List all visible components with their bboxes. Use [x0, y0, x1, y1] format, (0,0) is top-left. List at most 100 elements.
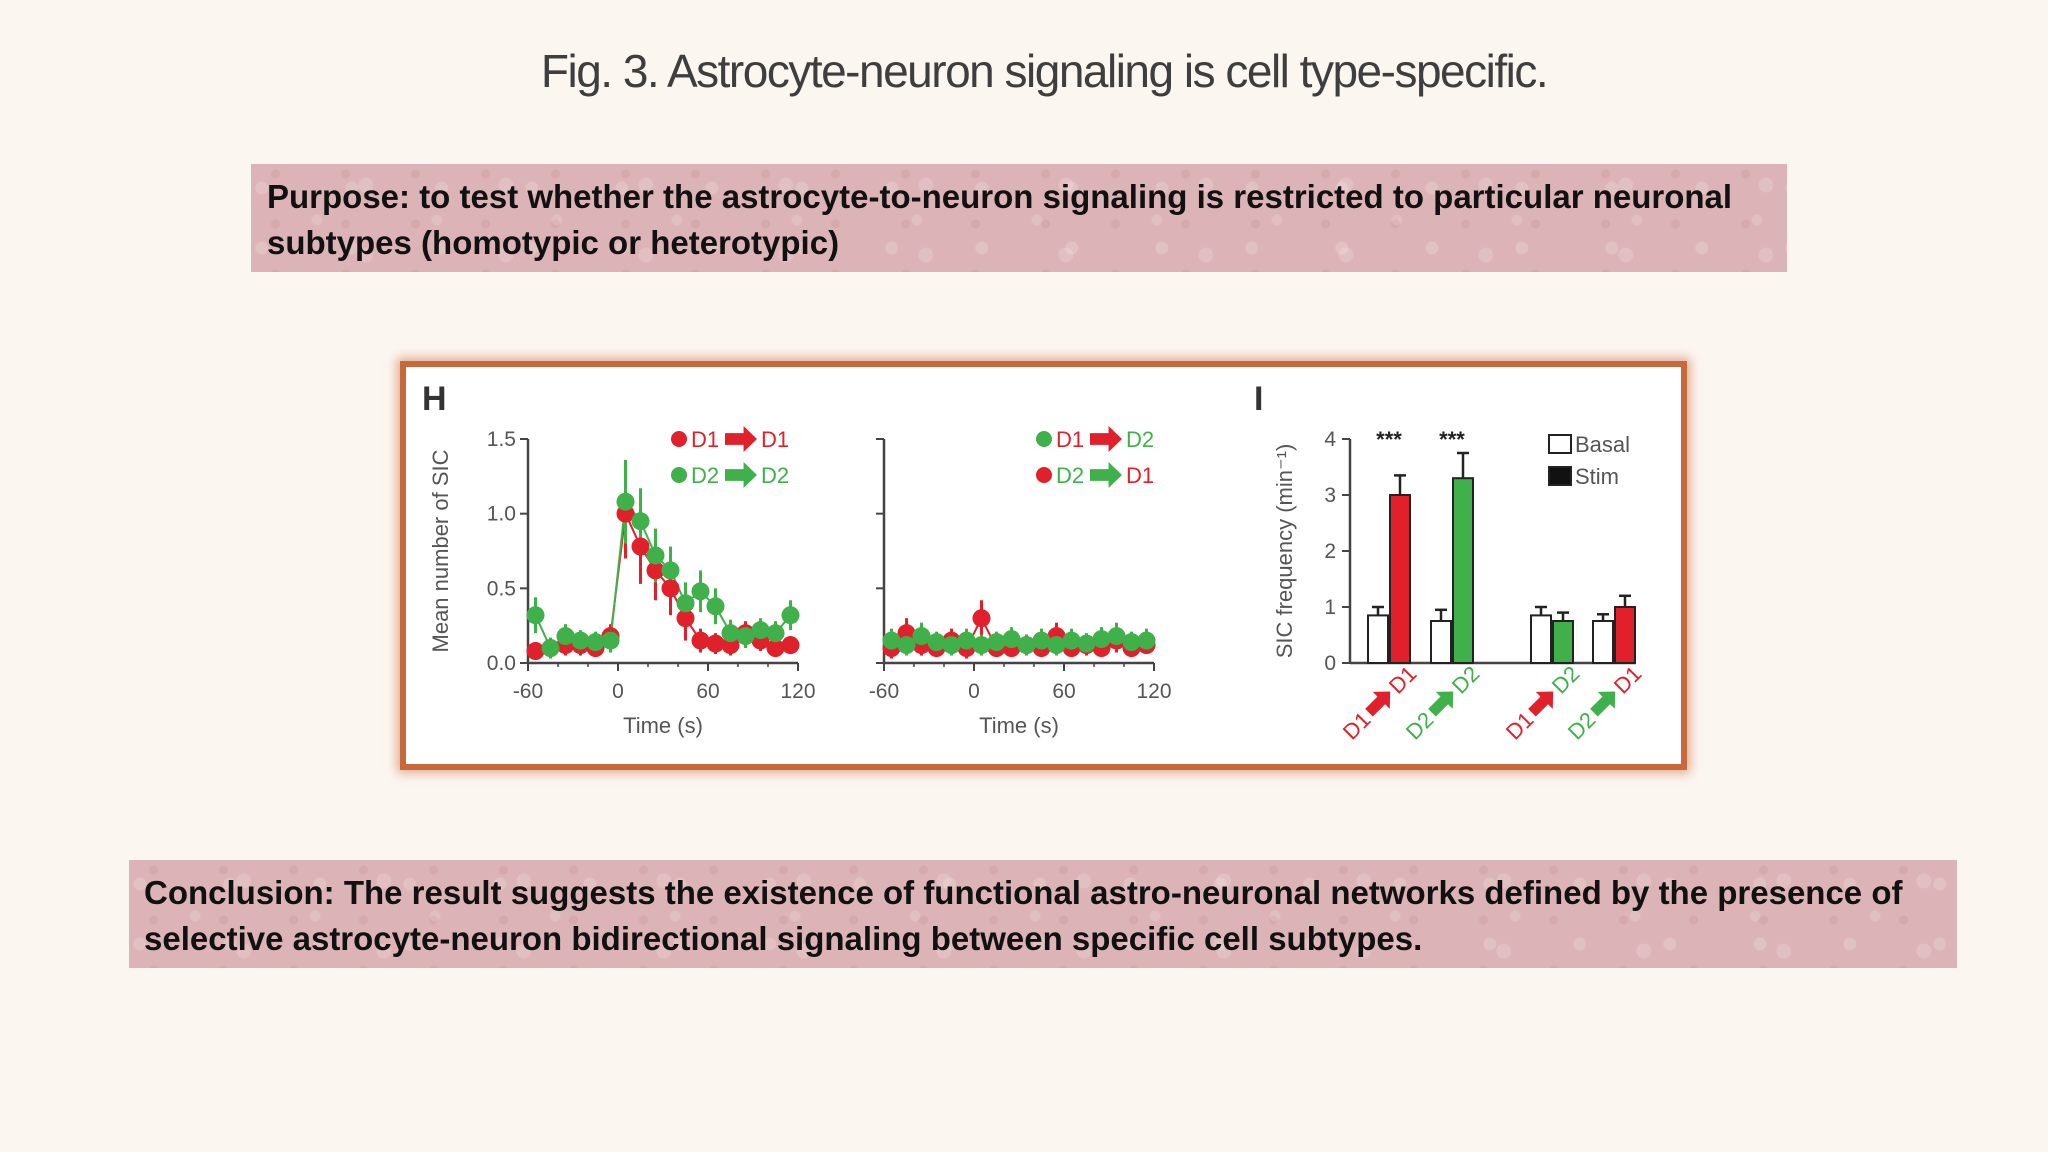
- data-point-green: [1092, 630, 1111, 649]
- data-point-green: [1017, 636, 1036, 655]
- bar-y-tick-label: 3: [1324, 484, 1336, 507]
- purpose-text: Purpose: to test whether the astrocyte-t…: [267, 178, 1733, 261]
- category-arrow-icon: [1528, 691, 1554, 717]
- data-point-green: [586, 633, 605, 652]
- bar-stim: [1614, 606, 1636, 664]
- data-point-red: [631, 537, 650, 556]
- data-point-green: [766, 624, 785, 643]
- data-point-red: [646, 561, 665, 580]
- bar-y-tick-label: 2: [1324, 540, 1336, 563]
- data-point-red: [691, 631, 710, 650]
- data-point-green: [1137, 631, 1156, 650]
- category-arrow-icon: [1590, 691, 1616, 717]
- data-point-green: [541, 639, 560, 658]
- y-tick-label: 0.5: [487, 577, 516, 600]
- data-point-green: [942, 636, 961, 655]
- y-tick-label: 0.0: [487, 652, 516, 675]
- legend-arrow-icon: [725, 462, 757, 488]
- legend-dot: [671, 431, 687, 447]
- x-tick-label: 120: [780, 680, 815, 703]
- bar-basal: [1592, 620, 1614, 664]
- data-point-red: [781, 636, 800, 655]
- purpose-box: Purpose: to test whether the astrocyte-t…: [251, 164, 1787, 272]
- legend-arrow-icon: [1090, 426, 1122, 452]
- bar-basal: [1430, 620, 1452, 664]
- x-tick-label: 120: [1136, 680, 1171, 703]
- bar-y-tick-label: 4: [1324, 428, 1336, 451]
- legend-from-label: D2: [1056, 463, 1084, 488]
- x-tick-label: 0: [968, 680, 980, 703]
- data-point-green: [616, 492, 635, 511]
- y-axis-label: Mean number of SIC: [428, 449, 453, 652]
- legend-label-basal: Basal: [1575, 432, 1630, 457]
- legend-arrow-icon: [725, 426, 757, 452]
- bar-basal: [1530, 614, 1552, 664]
- significance-label: ***: [1376, 427, 1402, 452]
- data-point-green: [1062, 631, 1081, 650]
- legend-to-label: D1: [1126, 463, 1154, 488]
- bar-y-axis-label: SIC frequency (min⁻¹): [1272, 444, 1297, 659]
- data-point-green: [1047, 636, 1066, 655]
- data-point-green: [706, 597, 725, 616]
- x-tick-label: 60: [696, 680, 719, 703]
- data-point-green: [556, 627, 575, 646]
- data-point-red: [526, 642, 545, 661]
- data-point-green: [1002, 630, 1021, 649]
- bar-stim: [1452, 477, 1474, 664]
- data-point-green: [882, 631, 901, 650]
- data-point-green: [1107, 627, 1126, 646]
- bar-y-tick-label: 0: [1324, 652, 1336, 675]
- slide-title: Fig. 3. Astrocyte-neuron signaling is ce…: [540, 45, 1549, 97]
- y-tick-label: 1.5: [487, 428, 516, 451]
- data-point-green: [721, 624, 740, 643]
- x-axis-label: Time (s): [623, 713, 703, 738]
- legend-from-label: D2: [691, 463, 719, 488]
- panel-letter-i: I: [1254, 380, 1263, 418]
- bar-y-tick-label: 1: [1324, 596, 1336, 619]
- legend-swatch-basal: [1548, 434, 1572, 454]
- y-tick-label: 1.0: [487, 503, 516, 526]
- x-tick-label: -60: [869, 680, 899, 703]
- legend-dot: [671, 467, 687, 483]
- data-point-green: [676, 594, 695, 613]
- bar-stim: [1389, 494, 1411, 664]
- data-point-green: [972, 636, 991, 655]
- data-point-red: [661, 579, 680, 598]
- data-point-green: [661, 561, 680, 580]
- data-point-green: [631, 512, 650, 531]
- x-tick-label: 0: [612, 680, 624, 703]
- legend-from-label: D1: [691, 427, 719, 452]
- data-point-green: [526, 606, 545, 625]
- data-point-green: [1122, 633, 1141, 652]
- category-arrow-icon: [1365, 691, 1391, 717]
- data-point-red: [676, 609, 695, 628]
- data-point-green: [736, 627, 755, 646]
- legend-from-label: D1: [1056, 427, 1084, 452]
- data-point-green: [957, 631, 976, 650]
- data-point-red: [972, 609, 991, 628]
- data-point-green: [571, 631, 590, 650]
- x-tick-label: 60: [1052, 680, 1075, 703]
- significance-label: ***: [1439, 427, 1465, 452]
- conclusion-box: Conclusion: The result suggests the exis…: [129, 860, 1957, 968]
- conclusion-text: Conclusion: The result suggests the exis…: [144, 874, 1903, 957]
- legend-swatch-stim: [1548, 466, 1572, 486]
- bar-basal: [1367, 614, 1389, 664]
- legend-to-label: D2: [761, 463, 789, 488]
- legend-arrow-icon: [1090, 462, 1122, 488]
- data-point-green: [646, 546, 665, 565]
- category-arrow-icon: [1428, 691, 1454, 717]
- panel-letter-h: H: [422, 380, 447, 418]
- data-point-green: [927, 633, 946, 652]
- data-point-green: [912, 627, 931, 646]
- data-point-green: [691, 582, 710, 601]
- data-point-red: [766, 639, 785, 658]
- data-point-green: [987, 633, 1006, 652]
- legend-dot: [1036, 467, 1052, 483]
- data-point-red: [706, 634, 725, 653]
- data-point-green: [751, 621, 770, 640]
- figure-frame: H 0.0 0.5 1.0 1.5 -60 0 60 120 Time (s) Mean numbe…: [400, 361, 1687, 770]
- legend-to-label: D2: [1126, 427, 1154, 452]
- legend-dot: [1036, 431, 1052, 447]
